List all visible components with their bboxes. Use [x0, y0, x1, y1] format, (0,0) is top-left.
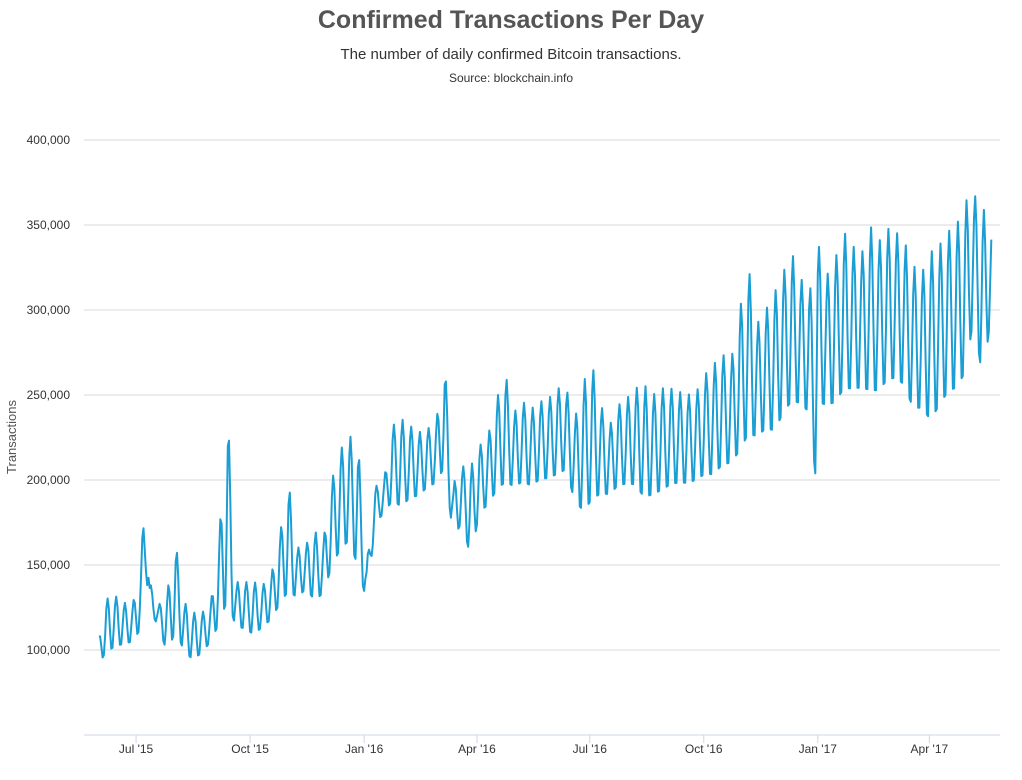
x-tick-label: Jul '16 [573, 742, 608, 756]
y-tick-label: 100,000 [27, 643, 71, 657]
y-axis-ticks: 100,000 150,000 200,000 250,000 300,000 350,0… [27, 133, 71, 657]
series-line [98, 195, 993, 659]
chart-title: Confirmed Transactions Per Day [317, 6, 705, 34]
y-tick-label: 150,000 [27, 558, 71, 572]
x-tick-label: Jan '16 [345, 742, 384, 756]
chart-source: Source: blockchain.info [448, 71, 574, 85]
x-tick-label: Oct '16 [685, 742, 723, 756]
series-transactions [98, 195, 993, 659]
chart-subtitle: The number of daily confirmed Bitcoin tr… [340, 46, 682, 63]
x-tick-label: Jul '15 [119, 742, 154, 756]
y-tick-label: 350,000 [27, 218, 71, 232]
x-tick-label: Apr '16 [458, 742, 496, 756]
x-tick-label: Apr '17 [911, 742, 949, 756]
y-tick-label: 200,000 [27, 473, 71, 487]
x-tick-label: Oct '15 [231, 742, 269, 756]
x-tick-label: Jan '17 [799, 742, 838, 756]
y-axis-label: Transactions [4, 400, 19, 474]
y-tick-label: 300,000 [27, 303, 71, 317]
x-axis: Jul '15 Oct '15 Jan '16 Apr '16 Jul '16 Oct '… [84, 734, 1000, 756]
y-tick-label: 250,000 [27, 388, 71, 402]
gridlines [84, 139, 1000, 651]
y-tick-label: 400,000 [27, 133, 71, 147]
